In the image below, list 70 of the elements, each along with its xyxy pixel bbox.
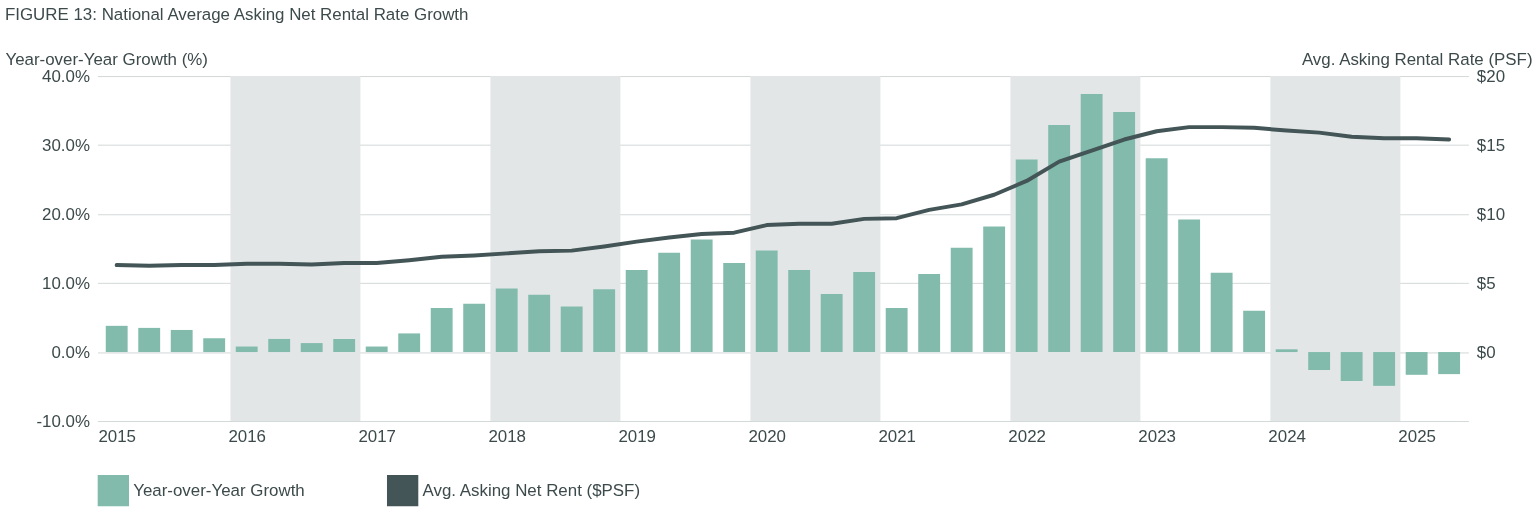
x-tick-label: 2021: [878, 427, 916, 447]
x-tick-label: 2016: [228, 427, 266, 447]
bar: [1080, 94, 1103, 353]
bar: [1145, 158, 1168, 353]
bar: [560, 306, 583, 353]
bar: [1178, 219, 1201, 353]
y2-tick-label: $5: [1476, 273, 1496, 293]
x-tick-label: 2020: [748, 427, 786, 447]
y2-axis-title: Avg. Asking Rental Rate (PSF): [1301, 49, 1533, 69]
bar: [885, 307, 908, 353]
x-tick-label: 2019: [618, 427, 656, 447]
bar: [788, 269, 811, 353]
x-tick-label: 2024: [1268, 427, 1306, 447]
bar: [333, 338, 356, 353]
y-tick-label: 40.0%: [42, 66, 90, 86]
bar: [950, 247, 973, 353]
y-tick-label: -10.0%: [36, 411, 90, 431]
x-tick-label: 2023: [1138, 427, 1176, 447]
x-tick-label: 2025: [1398, 427, 1436, 447]
bar: [1243, 310, 1266, 353]
line-series: [114, 125, 1452, 268]
bar: [203, 338, 226, 353]
bar: [495, 288, 518, 353]
bar: [1275, 349, 1298, 353]
bar: [105, 325, 128, 353]
bar: [170, 329, 193, 353]
x-tick-label: 2017: [358, 427, 396, 447]
y-tick-label: 20.0%: [42, 204, 90, 224]
y-tick-label: 0.0%: [51, 342, 90, 362]
bar: [528, 294, 551, 353]
bar: [1340, 352, 1363, 382]
bar: [1210, 272, 1233, 353]
bar: [918, 274, 941, 353]
x-tick-label: 2015: [98, 427, 136, 447]
y2-tick-label: $10: [1476, 204, 1506, 224]
x-tick-label: 2022: [1008, 427, 1046, 447]
bar: [690, 239, 713, 353]
bar: [723, 263, 746, 353]
y2-tick-label: $0: [1476, 342, 1496, 362]
bar: [1438, 352, 1461, 375]
y2-tick-label: $20: [1476, 66, 1506, 86]
bar: [365, 346, 388, 353]
chart-title: FIGURE 13: National Average Asking Net Rental Rate Growth: [4, 5, 469, 25]
bar: [658, 252, 681, 353]
bar: [983, 226, 1006, 353]
bar: [820, 294, 843, 353]
bar: [398, 333, 421, 353]
bar: [1308, 352, 1331, 370]
y-tick-label: 30.0%: [42, 135, 90, 155]
bar: [755, 250, 778, 353]
bar: [300, 343, 323, 353]
y2-tick-label: $15: [1476, 135, 1506, 155]
bar: [853, 272, 876, 353]
legend-label: Avg. Asking Net Rent ($PSF): [422, 480, 641, 500]
bar: [430, 307, 453, 353]
bar: [268, 338, 291, 353]
bar: [1048, 125, 1071, 353]
bar: [625, 269, 648, 353]
bar: [235, 346, 258, 353]
y-tick-label: 10.0%: [42, 273, 90, 293]
bar: [1405, 352, 1428, 375]
bar: [1113, 111, 1136, 353]
x-tick-label: 2018: [488, 427, 526, 447]
legend-label: Year-over-Year Growth: [133, 480, 305, 500]
bar: [463, 303, 486, 353]
y-axis-title: Year-over-Year Growth (%): [5, 49, 208, 69]
bar: [1015, 159, 1038, 353]
bar: [593, 289, 616, 353]
bar: [138, 327, 161, 353]
bar: [1373, 352, 1396, 386]
